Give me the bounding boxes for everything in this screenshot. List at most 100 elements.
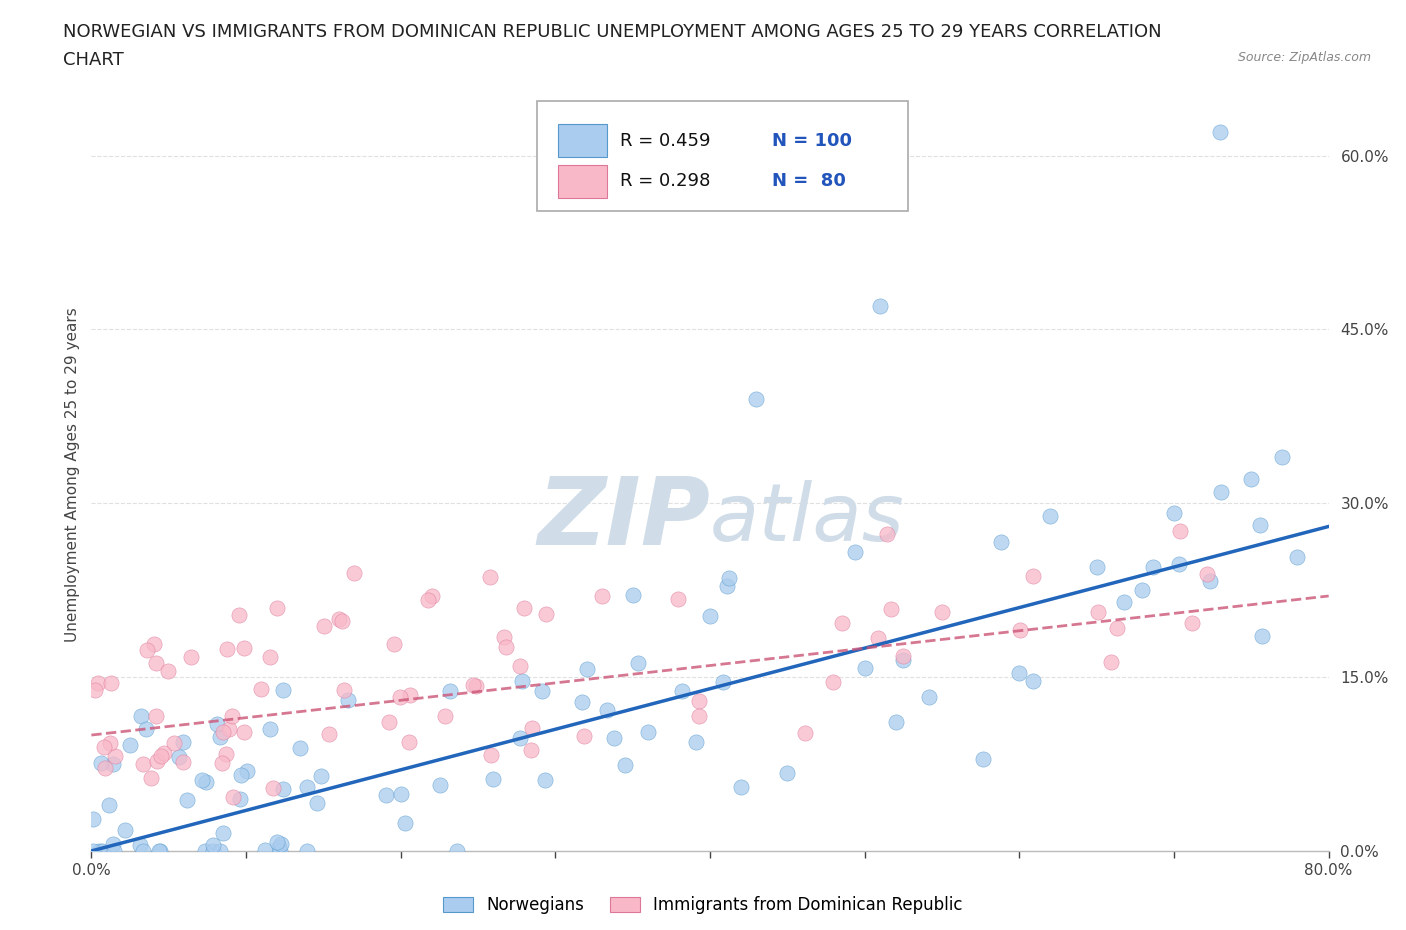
- Point: [439, 684, 461, 698]
- Point: [666, 591, 689, 606]
- Point: [129, 837, 152, 852]
- Point: [776, 765, 799, 780]
- Point: [1168, 556, 1191, 571]
- Point: [716, 578, 738, 593]
- Point: [1099, 655, 1122, 670]
- Point: [572, 728, 595, 743]
- Point: [575, 662, 598, 677]
- Point: [146, 753, 169, 768]
- Point: [530, 684, 553, 698]
- Point: [98, 798, 121, 813]
- Point: [98, 735, 121, 750]
- Point: [1181, 615, 1204, 630]
- Point: [534, 772, 557, 787]
- Point: [1085, 560, 1108, 575]
- Point: [271, 683, 294, 698]
- Point: [132, 844, 155, 858]
- Point: [253, 843, 276, 857]
- Text: N =  80: N = 80: [772, 172, 846, 191]
- Point: [718, 570, 741, 585]
- Point: [1112, 595, 1135, 610]
- Point: [343, 565, 366, 580]
- Point: [103, 757, 125, 772]
- Point: [148, 844, 170, 858]
- Point: [250, 681, 273, 696]
- Point: [114, 822, 136, 837]
- Point: [307, 796, 329, 811]
- Point: [534, 606, 557, 621]
- Point: [931, 604, 953, 619]
- Text: CHART: CHART: [63, 51, 124, 69]
- Point: [84, 683, 107, 698]
- Point: [229, 792, 252, 807]
- Point: [259, 722, 281, 737]
- Point: [217, 642, 239, 657]
- Point: [82, 812, 104, 827]
- Point: [884, 714, 907, 729]
- Point: [398, 735, 420, 750]
- Point: [145, 656, 167, 671]
- Point: [711, 675, 734, 690]
- Point: [1163, 505, 1185, 520]
- Point: [101, 836, 124, 851]
- Point: [135, 722, 157, 737]
- Point: [318, 727, 340, 742]
- Point: [478, 570, 501, 585]
- Point: [215, 746, 238, 761]
- Point: [891, 649, 914, 664]
- Point: [333, 683, 356, 698]
- Point: [82, 844, 104, 858]
- Point: [520, 721, 543, 736]
- Point: [149, 844, 172, 858]
- Point: [288, 740, 311, 755]
- Point: [270, 836, 292, 851]
- Point: [699, 608, 721, 623]
- Point: [879, 601, 901, 616]
- Point: [464, 679, 486, 694]
- Point: [103, 844, 125, 858]
- Point: [509, 658, 531, 673]
- Legend: Norwegians, Immigrants from Dominican Republic: Norwegians, Immigrants from Dominican Re…: [443, 897, 963, 914]
- Point: [208, 729, 231, 744]
- Point: [699, 183, 721, 198]
- Text: NORWEGIAN VS IMMIGRANTS FROM DOMINICAN REPUBLIC UNEMPLOYMENT AMONG AGES 25 TO 29: NORWEGIAN VS IMMIGRANTS FROM DOMINICAN R…: [63, 23, 1161, 41]
- Point: [1022, 673, 1045, 688]
- Point: [510, 673, 533, 688]
- Point: [1271, 449, 1294, 464]
- Point: [571, 695, 593, 710]
- Point: [492, 630, 515, 644]
- Point: [671, 684, 693, 698]
- Point: [1142, 560, 1164, 575]
- Point: [429, 777, 451, 792]
- Point: [1199, 574, 1222, 589]
- Point: [389, 689, 412, 704]
- FancyBboxPatch shape: [537, 101, 908, 211]
- FancyBboxPatch shape: [558, 165, 607, 198]
- Point: [330, 614, 353, 629]
- Point: [918, 690, 941, 705]
- Point: [218, 722, 240, 737]
- Point: [1209, 125, 1232, 140]
- Point: [104, 749, 127, 764]
- Point: [1195, 567, 1218, 582]
- Point: [1039, 509, 1062, 524]
- Text: ZIP: ZIP: [537, 473, 710, 565]
- Point: [745, 392, 768, 406]
- Point: [309, 768, 332, 783]
- Point: [93, 740, 115, 755]
- Point: [195, 775, 218, 790]
- Point: [211, 826, 233, 841]
- Point: [142, 637, 165, 652]
- Point: [267, 839, 290, 854]
- Point: [191, 773, 214, 788]
- Point: [259, 649, 281, 664]
- Point: [1008, 623, 1031, 638]
- Point: [87, 676, 110, 691]
- Point: [120, 737, 142, 752]
- Point: [94, 761, 117, 776]
- Point: [394, 816, 416, 830]
- Point: [869, 299, 891, 313]
- Point: [495, 640, 517, 655]
- Point: [266, 600, 288, 615]
- Point: [312, 618, 335, 633]
